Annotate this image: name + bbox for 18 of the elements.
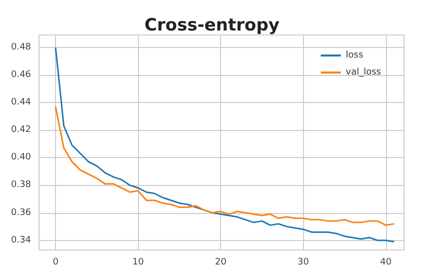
legend-label: val_loss	[346, 68, 382, 78]
y-tick-label: 0.46	[10, 70, 32, 80]
x-tick-label: 0	[52, 258, 59, 268]
y-tick-label: 0.34	[10, 235, 32, 246]
y-tick-label: 0.38	[10, 180, 32, 190]
legend-label: loss	[346, 50, 364, 60]
line-series	[54, 106, 395, 226]
x-tick-label: 10	[132, 258, 144, 268]
x-tick-label: 40	[380, 258, 392, 268]
y-tick-label: 0.36	[10, 208, 32, 218]
y-tick-label: 0.42	[10, 125, 32, 136]
y-tick-label: 0.44	[10, 98, 32, 108]
y-tick-label: 0.48	[10, 42, 32, 52]
chart-title: Cross-entropy	[144, 16, 280, 36]
x-tick-label: 20	[214, 258, 227, 268]
x-tick-label: 30	[298, 258, 310, 268]
line-series	[54, 46, 395, 242]
y-tick-label: 0.40	[10, 152, 32, 163]
